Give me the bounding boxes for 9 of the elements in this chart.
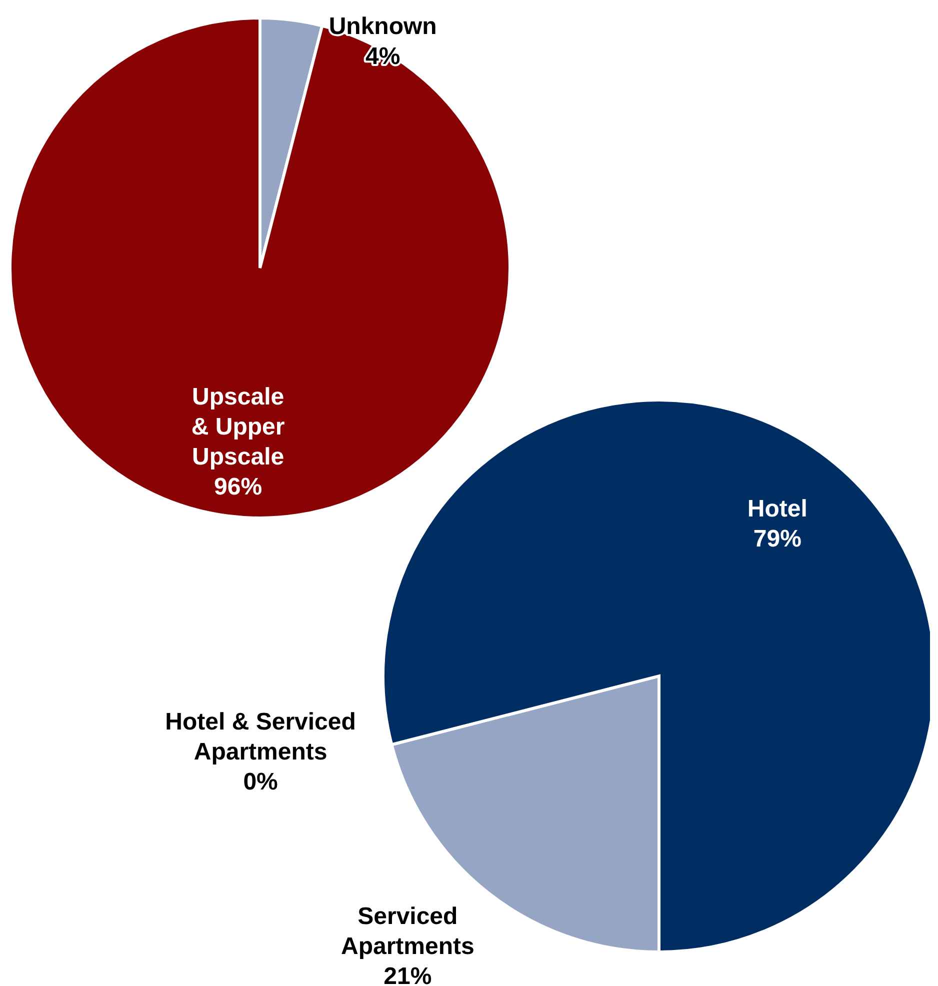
text: 0% [243,768,278,796]
slice-label: Upscale & Upper Upscale [191,383,285,470]
slice-label: Unknown [328,12,437,40]
data-label: 21% [384,962,432,986]
slice-label: Hotel [747,494,808,522]
slice-label: Serviced Apartments [340,902,474,960]
data-label: 96% [214,473,262,500]
category-label: Hotel & Serviced Apartments [165,708,356,766]
data-label: 79% [753,524,802,552]
